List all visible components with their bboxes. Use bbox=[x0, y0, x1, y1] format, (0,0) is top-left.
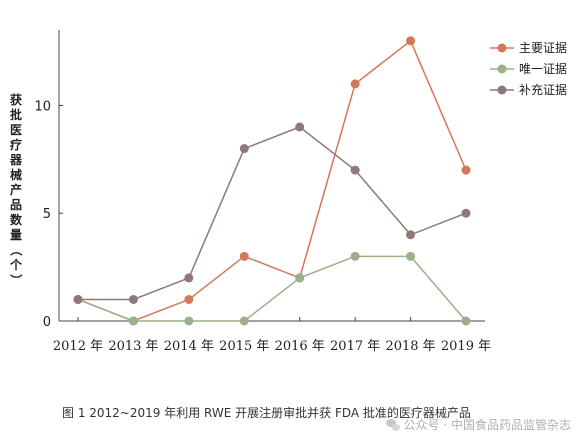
legend-item: 主要证据 bbox=[490, 41, 567, 55]
y-label-char: （ bbox=[9, 244, 24, 256]
data-point bbox=[184, 294, 194, 304]
x-ticks: 2012 年 2013 年 2014 年 2015 年 2016 年 2017 年 2018… bbox=[53, 317, 491, 354]
data-point bbox=[73, 294, 83, 304]
data-point bbox=[239, 316, 249, 326]
x-tick-label: 2016 年 bbox=[275, 339, 325, 354]
data-point bbox=[239, 251, 249, 261]
data-point bbox=[406, 251, 416, 261]
series-3 bbox=[73, 122, 471, 304]
legend-marker bbox=[497, 64, 507, 74]
legend-label: 唯一证据 bbox=[519, 62, 567, 76]
y-label-char: 数 bbox=[10, 212, 23, 227]
legend-item: 唯一证据 bbox=[490, 62, 567, 76]
y-label-char: 批 bbox=[10, 107, 22, 122]
legend-label: 主要证据 bbox=[519, 41, 567, 55]
data-point bbox=[461, 208, 471, 218]
data-point bbox=[350, 165, 360, 175]
watermark: 公众号 · 中国食品药品监管杂志 bbox=[385, 416, 571, 433]
y-label-char: 器 bbox=[9, 153, 23, 167]
data-point bbox=[295, 122, 305, 132]
y-tick-label: 5 bbox=[43, 207, 51, 222]
y-label-char: 产 bbox=[10, 182, 22, 197]
legend-label: 补充证据 bbox=[519, 82, 567, 97]
watermark-text: 公众号 · 中国食品药品监管杂志 bbox=[403, 418, 571, 432]
x-tick-label: 2013 年 bbox=[108, 339, 158, 354]
y-tick-label: 0 bbox=[43, 315, 51, 330]
y-label-char: 个 bbox=[9, 257, 23, 272]
y-tick-label: 10 bbox=[34, 99, 51, 114]
x-tick-label: 2018 年 bbox=[385, 339, 435, 354]
y-label-char: 械 bbox=[10, 167, 22, 182]
series-line bbox=[77, 255, 467, 322]
data-point bbox=[128, 294, 138, 304]
y-label-char: 量 bbox=[10, 228, 22, 242]
series-1 bbox=[73, 36, 471, 326]
data-point bbox=[461, 165, 471, 175]
legend-marker bbox=[497, 85, 507, 95]
data-point bbox=[406, 230, 416, 240]
series-2 bbox=[73, 251, 471, 326]
wechat-icon bbox=[385, 418, 400, 431]
data-point bbox=[295, 273, 305, 283]
x-tick-label: 2012 年 bbox=[53, 339, 103, 354]
x-tick-label: 2015 年 bbox=[219, 339, 269, 354]
data-point bbox=[406, 36, 416, 46]
y-label-char: ） bbox=[9, 274, 24, 286]
line-chart: 0 5 10 2012 年 2013 年 2014 年 2015 年 2016 年 2017 … bbox=[9, 30, 567, 354]
data-point bbox=[184, 273, 194, 283]
data-point bbox=[184, 316, 194, 326]
data-point bbox=[128, 316, 138, 326]
y-label-char: 医 bbox=[10, 123, 22, 137]
y-ticks: 0 5 10 bbox=[34, 99, 63, 330]
data-point bbox=[350, 251, 360, 261]
chart-axes bbox=[58, 30, 485, 322]
data-point bbox=[350, 79, 360, 89]
data-point bbox=[239, 144, 249, 154]
y-label-char: 疗 bbox=[10, 137, 22, 152]
x-tick-label: 2019 年 bbox=[441, 339, 491, 354]
y-label-char: 获 bbox=[9, 92, 22, 107]
legend-item: 补充证据 bbox=[490, 82, 567, 97]
series-line bbox=[77, 39, 467, 322]
figure-caption: 图 1 2012~2019 年利用 RWE 开展注册审批并获 FDA 批准的医疗… bbox=[62, 406, 471, 420]
x-tick-label: 2017 年 bbox=[330, 339, 380, 354]
data-point bbox=[461, 316, 471, 326]
x-tick-label: 2014 年 bbox=[164, 339, 214, 354]
legend-marker bbox=[497, 43, 507, 53]
chart-series bbox=[73, 36, 471, 326]
series-line bbox=[78, 126, 467, 301]
y-label-char: 品 bbox=[10, 198, 22, 212]
